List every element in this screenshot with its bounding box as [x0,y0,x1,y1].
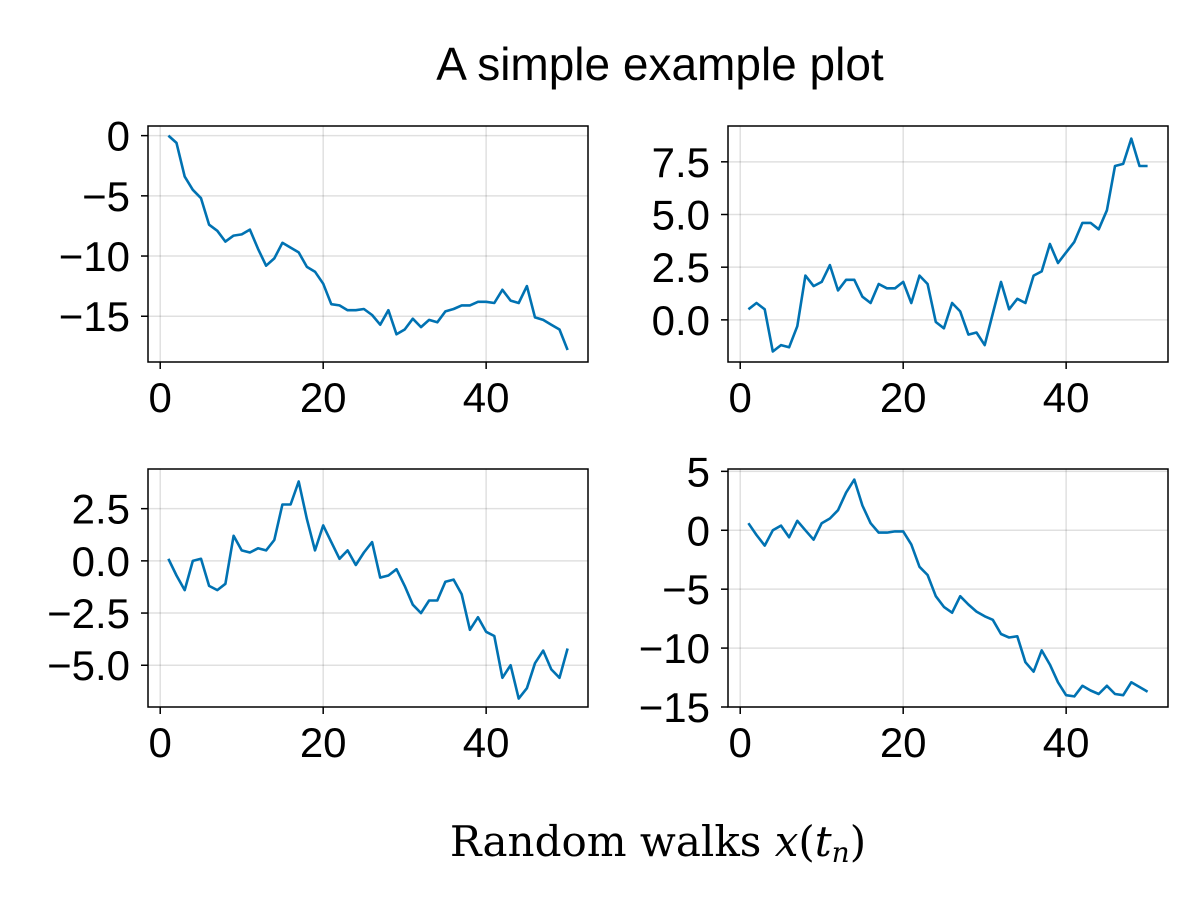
figure-title: A simple example plot [436,38,884,90]
x-tick-label: 20 [300,719,347,766]
y-tick-label: 2.5 [652,244,710,291]
x-tick-label: 0 [149,719,172,766]
y-tick-label: −10 [59,233,130,280]
random-walk-line [167,480,569,700]
axes-frame [727,125,1169,363]
y-tick-label: 0.0 [72,538,130,585]
x-tick-label: 20 [880,719,927,766]
axes-frame [727,468,1169,708]
y-tick-label: −15 [59,293,130,340]
y-tick-label: −5.0 [47,642,130,689]
y-tick-label: −5 [82,173,130,220]
y-tick-label: −5 [662,566,710,613]
y-tick-label: 0 [107,113,130,160]
xlabel-close-paren: ) [850,817,866,866]
figure-xlabel: Random walks x(tn) [450,817,866,869]
x-tick-label: 0 [729,719,752,766]
xlabel-variable: x [775,817,799,866]
y-tick-label: 0.0 [652,297,710,344]
x-tick-label: 40 [1043,374,1090,421]
y-tick-label: −10 [639,625,710,672]
x-tick-label: 0 [729,374,752,421]
xlabel-subscript: n [832,836,850,869]
x-tick-label: 40 [463,719,510,766]
xlabel-prefix: Random walks [450,817,775,866]
x-tick-label: 0 [149,374,172,421]
xlabel-open-paren: ( [798,817,814,866]
random-walk-line [747,137,1148,353]
y-tick-label: 0 [687,507,710,554]
axes-frame [147,468,589,708]
x-tick-label: 20 [300,374,347,421]
panel-top-right: 0 20 40 0.0 2.5 5.0 7.5 [652,125,1169,421]
xlabel-time: t [815,817,832,866]
random-walk-line [747,478,1149,698]
y-tick-label: 7.5 [652,139,710,186]
y-tick-label: 5 [687,448,710,495]
y-tick-label: −2.5 [47,590,130,637]
x-tick-label: 40 [1043,719,1090,766]
panel-bottom-left: 0 20 40 2.5 0.0 −2.5 −5.0 [47,468,589,766]
panel-top-left: 0 20 40 0 −5 −10 −15 [59,113,589,421]
panel-bottom-right: 0 20 40 5 0 −5 −10 −15 [639,448,1169,766]
y-tick-label: −15 [639,684,710,731]
random-walk-line [167,134,569,351]
y-tick-label: 5.0 [652,192,710,239]
x-tick-label: 20 [880,374,927,421]
axes-frame [147,125,589,363]
y-tick-label: 2.5 [72,486,130,533]
x-tick-label: 40 [463,374,510,421]
